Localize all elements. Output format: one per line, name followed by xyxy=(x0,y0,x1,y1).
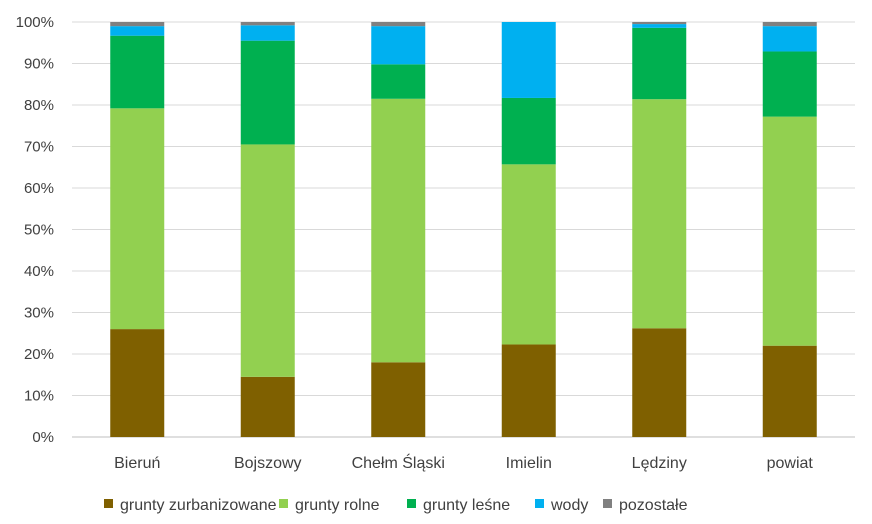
legend: grunty zurbanizowane grunty rolne grunty l… xyxy=(104,497,688,514)
bar-segment xyxy=(762,51,817,117)
x-tick-label: powiat xyxy=(767,455,814,472)
bar-segment xyxy=(110,26,165,36)
x-tick-label: Bieruń xyxy=(114,455,160,472)
bar-segment xyxy=(371,64,426,99)
bar-segment xyxy=(240,40,295,145)
bars xyxy=(110,22,817,437)
bar-segment xyxy=(240,22,295,26)
legend-swatch xyxy=(279,499,288,508)
y-tick-label: 60% xyxy=(24,180,54,197)
bar-segment xyxy=(632,22,687,25)
x-tick-label: Bojszowy xyxy=(234,455,302,472)
y-tick-label: 90% xyxy=(24,56,54,73)
y-tick-label: 100% xyxy=(16,14,54,31)
bar-segment xyxy=(371,22,426,27)
x-axis: Bieruń Bojszowy Chełm Śląski Imielin Lędziny… xyxy=(114,453,813,472)
bar-segment xyxy=(632,27,687,100)
y-axis: 0% 10% 20% 30% 40% 50% 60% 70% 80% 90% 100% xyxy=(16,14,54,446)
y-tick-label: 30% xyxy=(24,305,54,322)
bar-segment xyxy=(240,25,295,41)
bar-segment xyxy=(110,22,165,27)
x-tick-label: Chełm Śląski xyxy=(352,453,445,472)
bar-segment xyxy=(110,35,165,109)
y-tick-label: 80% xyxy=(24,97,54,114)
bar-segment xyxy=(501,22,556,98)
bar-segment xyxy=(762,22,817,27)
y-tick-label: 0% xyxy=(32,429,54,446)
y-tick-label: 10% xyxy=(24,388,54,405)
bar-segment xyxy=(762,26,817,52)
bar-segment xyxy=(371,26,426,65)
legend-label: grunty rolne xyxy=(295,497,380,514)
bar-segment xyxy=(371,362,426,437)
y-tick-label: 40% xyxy=(24,263,54,280)
legend-label: pozostałe xyxy=(619,497,688,514)
y-tick-label: 20% xyxy=(24,346,54,363)
legend-label: wody xyxy=(550,497,588,514)
x-tick-label: Imielin xyxy=(506,455,552,472)
y-tick-label: 70% xyxy=(24,139,54,156)
bar-segment xyxy=(632,99,687,329)
y-tick-label: 50% xyxy=(24,222,54,239)
legend-swatch xyxy=(535,499,544,508)
legend-swatch xyxy=(407,499,416,508)
bar-segment xyxy=(501,164,556,345)
gridlines xyxy=(72,21,855,438)
legend-label: grunty zurbanizowane xyxy=(120,497,277,514)
bar-segment xyxy=(762,345,817,437)
bar-segment xyxy=(110,329,165,437)
bar-segment xyxy=(501,344,556,437)
bar-segment xyxy=(632,24,687,28)
bar-segment xyxy=(240,144,295,377)
bar-segment xyxy=(762,116,817,346)
legend-swatch xyxy=(603,499,612,508)
bar-segment xyxy=(632,328,687,437)
bar-segment xyxy=(501,97,556,165)
bar-segment xyxy=(240,376,295,437)
bar-segment xyxy=(371,98,426,363)
bar-segment xyxy=(110,108,165,330)
legend-swatch xyxy=(104,499,113,508)
x-tick-label: Lędziny xyxy=(632,455,687,472)
legend-label: grunty leśne xyxy=(423,497,510,514)
